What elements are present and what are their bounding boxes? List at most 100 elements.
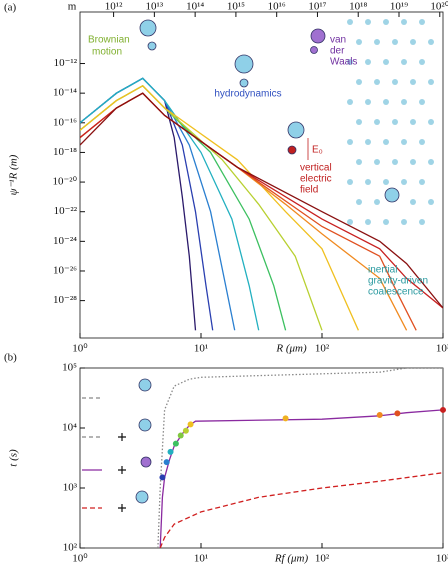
- y-tick-label: 10⁵: [62, 362, 77, 374]
- droplet: [392, 79, 398, 85]
- marker: [376, 411, 383, 418]
- series-line: [159, 472, 443, 548]
- x-tick-label: 10¹: [194, 343, 208, 355]
- droplet: [428, 79, 434, 85]
- series-line: [80, 92, 408, 331]
- annotation: vertical: [300, 163, 332, 174]
- x-axis-label: Rf (μm): [274, 553, 309, 565]
- droplet: [401, 219, 407, 225]
- x2-tick-label: 10¹⁸: [349, 1, 367, 13]
- marker: [177, 432, 184, 439]
- droplet: [383, 179, 389, 185]
- annotation: Waals: [330, 57, 357, 68]
- droplet-field: [347, 19, 434, 225]
- x2-tick-label: 10¹⁹: [390, 1, 408, 13]
- series-line: [80, 92, 443, 309]
- x-tick-label: 10²: [315, 553, 330, 565]
- x-tick-label: 10²: [315, 343, 330, 355]
- droplet: [419, 99, 425, 105]
- x-tick-label: 10⁰: [72, 343, 88, 355]
- droplet: [383, 99, 389, 105]
- x2-tick-label: 10¹²: [105, 1, 123, 13]
- droplet: [401, 59, 407, 65]
- droplet: [374, 79, 380, 85]
- x2-tick-label: 10¹⁴: [186, 1, 204, 13]
- y-tick-label: 10⁻²⁴: [53, 235, 77, 247]
- droplet: [347, 139, 353, 145]
- droplet: [365, 19, 371, 25]
- droplet: [428, 39, 434, 45]
- y-tick-label: 10⁻²⁶: [53, 265, 77, 277]
- panel-label: (b): [4, 352, 17, 364]
- y-tick-label: 10⁻¹⁸: [53, 146, 77, 158]
- droplet: [428, 159, 434, 165]
- droplet: [419, 219, 425, 225]
- y-tick-label: 10⁴: [62, 422, 77, 434]
- marker: [167, 448, 174, 455]
- droplet: [356, 79, 362, 85]
- droplet: [356, 199, 362, 205]
- x-tick-label: 10¹: [194, 553, 208, 565]
- droplet: [365, 219, 371, 225]
- droplet: [419, 19, 425, 25]
- droplet: [383, 139, 389, 145]
- y-tick-label: 10⁻²⁸: [53, 294, 77, 306]
- droplet: [347, 99, 353, 105]
- marker: [440, 406, 446, 413]
- droplet: [374, 159, 380, 165]
- y-axis-label: t (s): [8, 449, 20, 467]
- droplet: [392, 159, 398, 165]
- y-tick-label: 10²: [63, 542, 78, 554]
- x2-tick-label: 10¹³: [146, 1, 164, 13]
- y-tick-label: 10³: [63, 482, 78, 494]
- x2-tick-label: 10¹⁵: [227, 1, 245, 13]
- droplet: [392, 39, 398, 45]
- y-tick-label: 10⁻¹⁶: [53, 116, 77, 128]
- series-line: [80, 77, 260, 331]
- droplet: [347, 219, 353, 225]
- marker: [182, 427, 189, 434]
- annotation: hydrodynamics: [214, 89, 281, 100]
- droplet: [356, 159, 362, 165]
- marker: [394, 410, 401, 417]
- droplet: [365, 179, 371, 185]
- marker: [163, 459, 170, 466]
- marker: [172, 440, 179, 447]
- annotation: Brownian: [88, 35, 130, 46]
- droplet: [428, 119, 434, 125]
- plot-frame: [79, 11, 444, 339]
- y-axis-label: ψ⁻¹R (m): [8, 154, 20, 195]
- droplet: [347, 19, 353, 25]
- marker: [187, 421, 194, 428]
- droplet: [365, 99, 371, 105]
- droplet: [356, 39, 362, 45]
- marker: [159, 474, 166, 481]
- plot-frame: [79, 367, 444, 549]
- marker: [282, 415, 289, 422]
- series-line: [80, 92, 417, 331]
- droplet: [428, 199, 434, 205]
- droplet: [419, 139, 425, 145]
- droplet: [383, 219, 389, 225]
- annotation: gravity-driven: [368, 276, 428, 287]
- x-axis-label: R (μm): [275, 343, 307, 355]
- y-tick-label: 10⁻¹⁴: [53, 87, 77, 99]
- droplet: [383, 19, 389, 25]
- panel-label: (a): [4, 2, 17, 14]
- x2-tick-label: 10¹⁷: [308, 1, 326, 13]
- annotation: E₀: [312, 145, 323, 156]
- droplet: [401, 179, 407, 185]
- droplet: [401, 19, 407, 25]
- droplet: [365, 139, 371, 145]
- droplet: [383, 59, 389, 65]
- series-line: [80, 84, 359, 331]
- annotation: field: [300, 185, 318, 196]
- series-line: [157, 368, 443, 548]
- droplet: [410, 199, 416, 205]
- droplet: [410, 79, 416, 85]
- annotation: inertial: [368, 265, 397, 276]
- x-tick-label: 10³: [436, 343, 448, 355]
- y-tick-label: 10⁻¹²: [54, 57, 78, 69]
- series-line: [80, 77, 236, 331]
